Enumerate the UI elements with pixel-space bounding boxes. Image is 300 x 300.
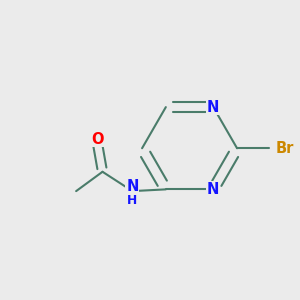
Text: N: N (207, 182, 220, 197)
Text: H: H (127, 194, 137, 208)
Text: O: O (91, 132, 103, 147)
Text: Br: Br (276, 141, 294, 156)
Text: N: N (207, 100, 220, 115)
Text: N: N (126, 179, 139, 194)
